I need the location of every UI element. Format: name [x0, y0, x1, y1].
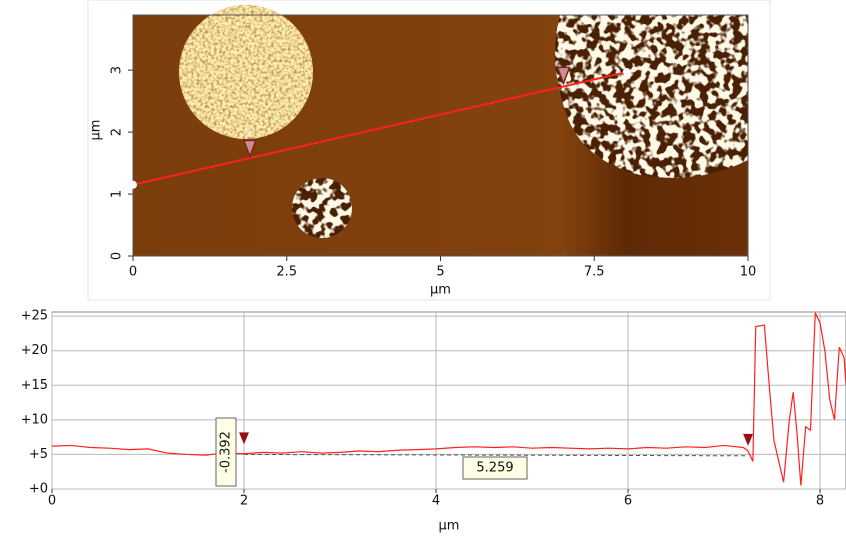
x-tick-label: 2.5: [276, 265, 297, 280]
x-tick-label: 6: [624, 494, 632, 509]
y-tick-label: +0: [29, 482, 48, 497]
annotation-box: [462, 456, 528, 480]
y-tick-label: 0: [110, 252, 125, 260]
annotation: 5.259: [476, 461, 513, 476]
annotation-box: [215, 417, 237, 487]
x-tick-label: 2: [240, 494, 248, 509]
y-tick-label: +5: [29, 447, 48, 462]
y-tick-label: 3: [110, 66, 125, 74]
line-end: [622, 67, 631, 76]
x-axis-label: µm: [439, 519, 460, 534]
y-axis-label: µm: [89, 120, 104, 141]
reference-line: [244, 453, 749, 457]
x-tick-label: 10: [740, 265, 757, 280]
line-end: [129, 180, 137, 189]
y-tick-label: +20: [21, 343, 48, 358]
y-tick-label: +10: [21, 412, 48, 427]
afm-image: [133, 5, 748, 256]
cursor-marker: [556, 66, 571, 86]
profile-line: [132, 71, 628, 186]
x-tick-label: 5: [436, 265, 444, 280]
cursor-marker: [242, 139, 257, 159]
x-tick-label: 7.5: [584, 265, 605, 280]
y-tick-label: 1: [110, 190, 125, 198]
x-tick-label: 0: [129, 265, 137, 280]
x-tick-label: 4: [432, 494, 440, 509]
x-axis-label: µm: [430, 283, 451, 298]
cursor-marker: [743, 433, 754, 446]
x-tick-label: 8: [816, 494, 824, 509]
y-tick-label: 2: [110, 128, 125, 136]
cursor-marker: [239, 432, 250, 445]
profile-plot-area: [51, 311, 846, 490]
profile-line: [51, 312, 846, 486]
x-tick-label: 0: [48, 494, 56, 509]
y-tick-label: +25: [21, 309, 48, 324]
annotation: -0.392: [219, 431, 234, 473]
y-tick-label: +15: [21, 378, 48, 393]
